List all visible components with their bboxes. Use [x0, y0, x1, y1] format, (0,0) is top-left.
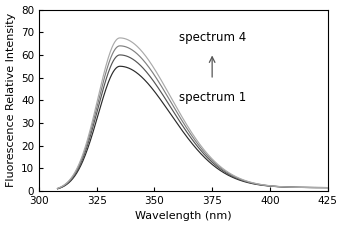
Text: spectrum 4: spectrum 4	[178, 31, 246, 44]
X-axis label: Wavelength (nm): Wavelength (nm)	[135, 211, 232, 222]
Y-axis label: Fluorescence Relative Intensity: Fluorescence Relative Intensity	[5, 13, 15, 188]
Text: spectrum 1: spectrum 1	[178, 91, 246, 104]
